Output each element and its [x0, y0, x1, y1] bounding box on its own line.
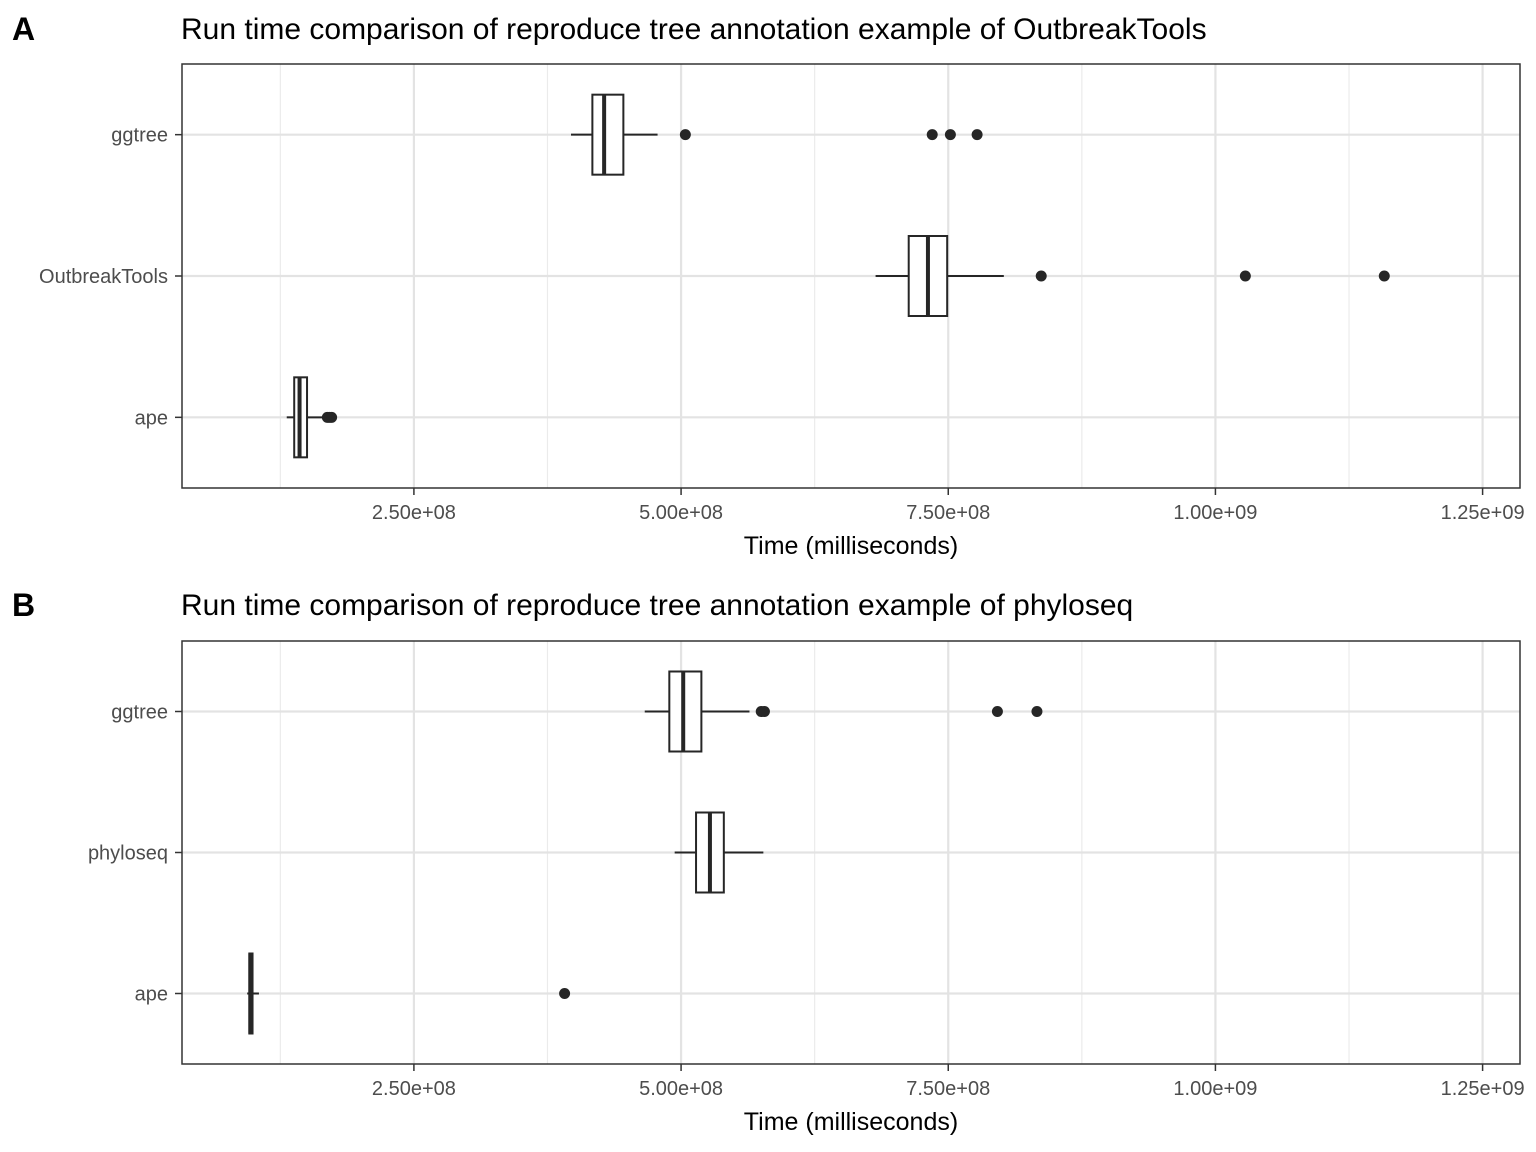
y-tick-label: ggtree — [111, 702, 168, 724]
y-tick-label: ape — [135, 984, 168, 1006]
y-tick-label: OutbreakTools — [39, 266, 168, 288]
x-tick-label: 5.00e+08 — [639, 502, 723, 524]
box-ape — [247, 952, 571, 1035]
box-ggtree — [571, 93, 983, 176]
y-tick-label: ape — [135, 407, 168, 429]
chart-title: Run time comparison of reproduce tree an… — [181, 13, 1207, 46]
outlier-point — [1239, 270, 1251, 282]
outlier-point — [1378, 270, 1390, 282]
box-iqr — [591, 93, 625, 176]
box-ggtree — [644, 670, 1043, 753]
outlier-point — [1035, 270, 1047, 282]
x-tick-label: 1.00e+09 — [1173, 502, 1257, 524]
panel-a: A Run time comparison of reproduce tree … — [12, 11, 1525, 560]
chart-title: Run time comparison of reproduce tree an… — [181, 589, 1133, 622]
x-tick-label: 1.25e+09 — [1441, 502, 1525, 524]
panel-label: B — [12, 587, 35, 623]
x-tick-label: 1.25e+09 — [1441, 1078, 1525, 1100]
panel-label: A — [12, 11, 35, 47]
y-tick-label: phyloseq — [88, 843, 168, 865]
outlier-point — [926, 129, 938, 141]
box-ape — [286, 376, 338, 459]
x-tick-label: 7.50e+08 — [906, 502, 990, 524]
outlier-point — [559, 988, 571, 999]
box-outbreaktools — [875, 235, 1390, 317]
box-phyloseq — [674, 811, 764, 894]
x-axis-label: Time (milliseconds) — [744, 1108, 958, 1136]
x-tick-label: 5.00e+08 — [639, 1078, 723, 1100]
outlier-point — [326, 411, 338, 423]
outlier-point — [758, 706, 770, 717]
outlier-point — [1031, 706, 1043, 717]
panel-b: B Run time comparison of reproduce tree … — [12, 587, 1525, 1136]
x-axis-label: Time (milliseconds) — [744, 532, 958, 560]
y-tick-label: ggtree — [111, 125, 168, 147]
box-iqr — [668, 670, 703, 753]
plot-area: ggtree OutbreakTools ape 2.50e+08 5.00e+08 7.… — [39, 63, 1525, 524]
outlier-point — [991, 706, 1003, 717]
outlier-point — [944, 129, 956, 141]
x-tick-label: 2.50e+08 — [372, 1078, 456, 1100]
x-tick-label: 7.50e+08 — [906, 1078, 990, 1100]
plot-area: ggtree phyloseq ape 2.50e+08 5.00e+08 7.50e+0… — [88, 640, 1525, 1100]
x-tick-label: 1.00e+09 — [1173, 1078, 1257, 1100]
outlier-point — [679, 129, 691, 141]
x-tick-label: 2.50e+08 — [372, 502, 456, 524]
outlier-point — [971, 129, 983, 141]
